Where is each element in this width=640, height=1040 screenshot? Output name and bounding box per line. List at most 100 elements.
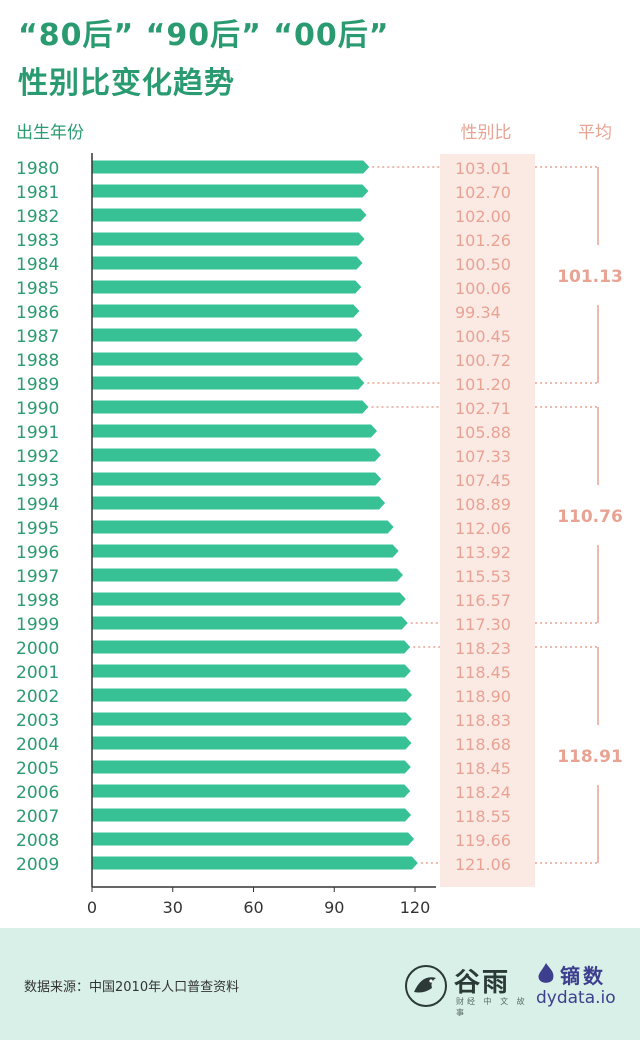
flame-icon [538, 963, 554, 983]
bar [92, 208, 367, 222]
ratio-value-label: 112.06 [455, 519, 511, 538]
ratio-column-header: 性别比 [461, 123, 512, 143]
ratio-value-label: 108.89 [455, 495, 511, 514]
ratio-value-label: 116.57 [455, 591, 511, 610]
data-source: 数据来源：中国2010年人口普查资料 [24, 980, 240, 995]
ratio-value-label: 102.00 [455, 207, 511, 226]
year-label: 1996 [16, 543, 59, 563]
year-label: 1984 [16, 255, 59, 275]
chart-title-line1: “80后” “90后” “00后” [18, 18, 390, 53]
ratio-value-label: 118.23 [455, 639, 511, 658]
bar [92, 448, 381, 462]
year-label: 1985 [16, 279, 59, 299]
year-label: 1987 [16, 327, 59, 347]
bar [92, 256, 363, 270]
x-tick-label: 0 [87, 898, 97, 917]
bar [92, 856, 418, 870]
ratio-value-label: 113.92 [455, 543, 511, 562]
dydata-logo: 镝数 dydata.io [536, 958, 636, 1018]
bar [92, 568, 403, 582]
x-tick-label: 120 [400, 898, 431, 917]
dydata-domain: dydata.io [536, 988, 616, 1008]
ratio-value-label: 119.66 [455, 831, 511, 850]
ratio-value-label: 101.20 [455, 375, 511, 394]
bar [92, 424, 377, 438]
bar [92, 592, 406, 606]
x-tick-label: 30 [163, 898, 183, 917]
ratio-value-label: 118.55 [455, 807, 511, 826]
guyu-logo: 谷雨 财经 中 文 故事 [404, 958, 534, 1018]
year-label: 2001 [16, 663, 59, 683]
year-label: 1997 [16, 567, 59, 587]
ratio-value-label: 118.24 [455, 783, 511, 802]
ratio-value-label: 107.45 [455, 471, 511, 490]
year-column-header: 出生年份 [16, 123, 84, 143]
year-label: 2000 [16, 639, 59, 659]
ratio-value-label: 100.72 [455, 351, 511, 370]
year-label: 1986 [16, 303, 59, 323]
bar [92, 616, 408, 630]
year-label: 1995 [16, 519, 59, 539]
bar [92, 160, 370, 174]
group-average-label: 118.91 [557, 747, 623, 767]
bar [92, 328, 363, 342]
year-label: 1988 [16, 351, 59, 371]
year-label: 2005 [16, 759, 59, 779]
bar [92, 760, 411, 774]
ratio-value-label: 105.88 [455, 423, 511, 442]
year-label: 1981 [16, 183, 59, 203]
bar [92, 376, 365, 390]
bar [92, 304, 360, 318]
year-label: 1994 [16, 495, 59, 515]
year-label: 2006 [16, 783, 59, 803]
ratio-value-label: 115.53 [455, 567, 511, 586]
year-label: 1983 [16, 231, 59, 251]
bar [92, 520, 394, 534]
group-average-label: 101.13 [557, 267, 623, 287]
ratio-value-label: 118.68 [455, 735, 511, 754]
ratio-value-label: 99.34 [455, 303, 501, 322]
year-label: 2002 [16, 687, 59, 707]
average-column-header: 平均 [578, 123, 612, 143]
bar [92, 784, 411, 798]
bar [92, 808, 412, 822]
year-label: 1992 [16, 447, 59, 467]
dydata-logo-name: 镝数 [560, 964, 606, 988]
bar [92, 280, 362, 294]
bar [92, 496, 386, 510]
bar-chart: 出生年份 性别比 平均 1980 103.01 1981 102.70 1982 102.00 1… [16, 123, 623, 917]
ratio-value-label: 100.06 [455, 279, 511, 298]
year-label: 1991 [16, 423, 59, 443]
ratio-value-label: 102.70 [455, 183, 511, 202]
bar [92, 352, 364, 366]
ratio-value-label: 118.45 [455, 663, 511, 682]
ratio-value-label: 118.45 [455, 759, 511, 778]
year-label: 2003 [16, 711, 59, 731]
ratio-value-label: 107.33 [455, 447, 511, 466]
bird-icon [405, 965, 447, 1007]
bar [92, 688, 413, 702]
bar [92, 400, 369, 414]
bar [92, 832, 415, 846]
chart-title-line2: 性别比变化趋势 [18, 66, 235, 101]
bar [92, 184, 369, 198]
ratio-value-label: 117.30 [455, 615, 511, 634]
year-label: 2009 [16, 855, 59, 875]
x-tick-label: 90 [324, 898, 344, 917]
ratio-value-label: 103.01 [455, 159, 511, 178]
bar [92, 472, 382, 486]
year-label: 1980 [16, 159, 59, 179]
ratio-value-label: 102.71 [455, 399, 511, 418]
year-label: 1989 [16, 375, 59, 395]
ratio-value-label: 121.06 [455, 855, 511, 874]
bar [92, 232, 365, 246]
ratio-value-label: 101.26 [455, 231, 511, 250]
guyu-logo-tagline: 财经 中 文 故事 [456, 997, 528, 1017]
ratio-value-label: 118.90 [455, 687, 511, 706]
ratio-value-label: 100.50 [455, 255, 511, 274]
bar [92, 544, 399, 558]
x-tick-label: 60 [243, 898, 263, 917]
ratio-value-label: 100.45 [455, 327, 511, 346]
year-label: 1990 [16, 399, 59, 419]
year-label: 2007 [16, 807, 59, 827]
